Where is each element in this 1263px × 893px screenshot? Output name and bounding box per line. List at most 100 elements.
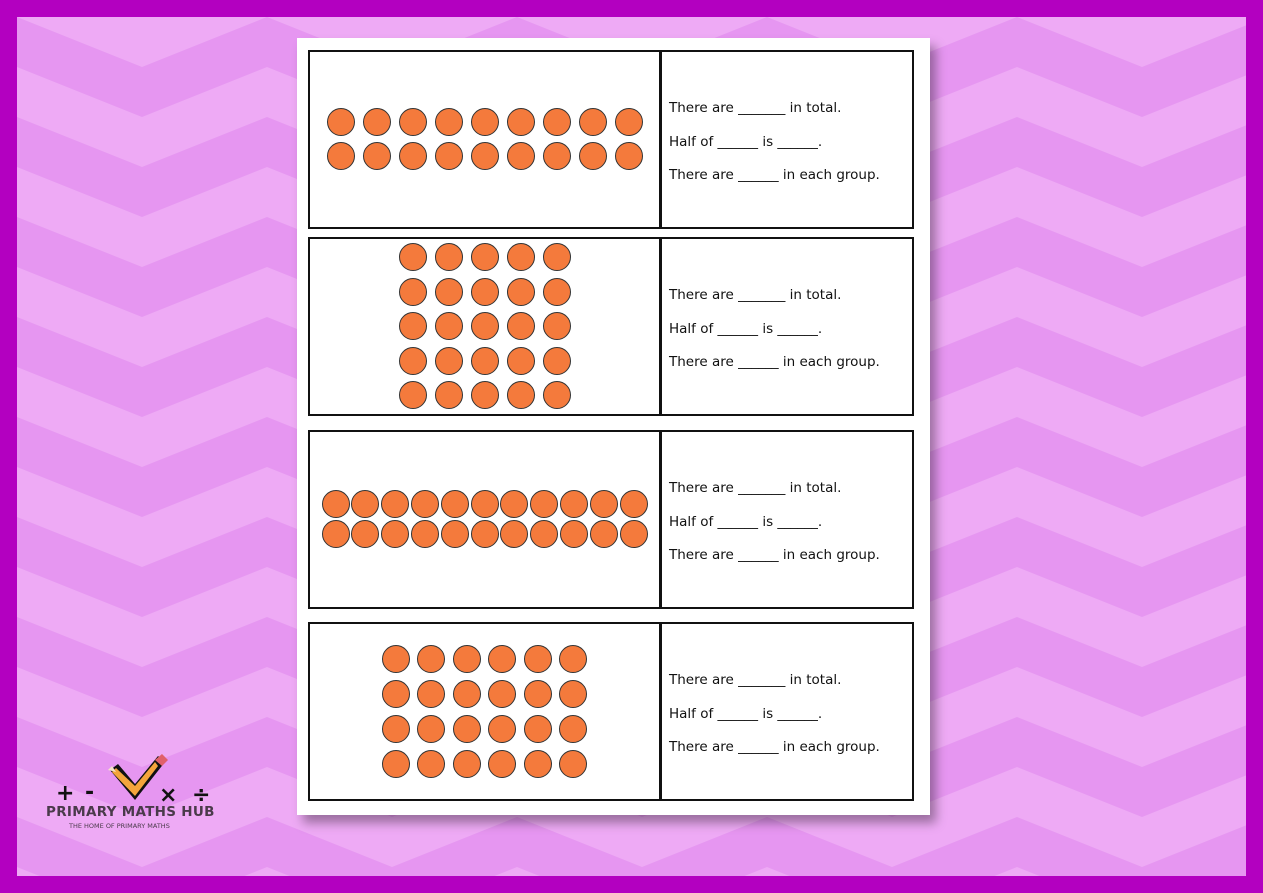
counter-circle: [470, 142, 499, 170]
counter-circle: [506, 277, 535, 306]
counter-circle: [434, 243, 463, 271]
question-half: Half of ______ is ______.: [669, 320, 823, 337]
counter-circle: [381, 679, 410, 708]
counter-circle: [559, 714, 588, 743]
counter-circle: [470, 243, 499, 271]
counter-circle: [619, 490, 648, 518]
counter-circle: [470, 490, 499, 518]
counter-circle: [523, 679, 552, 708]
counter-circle: [452, 749, 481, 778]
counter-circle: [434, 142, 463, 170]
question-total: There are _______ in total.: [669, 100, 842, 116]
counter-circle: [523, 714, 552, 743]
counter-circle: [440, 490, 469, 518]
counter-circle: [578, 142, 607, 170]
counter-circle: [452, 644, 481, 673]
svg-text:÷: ÷: [192, 783, 210, 804]
counter-circle: [417, 679, 446, 708]
question-total: There are _______ in total.: [669, 672, 842, 688]
counter-circle: [381, 714, 410, 743]
svg-text:×: ×: [159, 783, 177, 804]
question-half: Half of ______ is ______.: [669, 133, 823, 150]
counter-circle: [506, 381, 535, 409]
counter-circle: [559, 679, 588, 708]
card-1: There are _______ in total. Half of ____…: [308, 50, 914, 229]
counters: [310, 624, 659, 799]
counter-circle: [506, 312, 535, 340]
counter-circle: [542, 346, 571, 375]
counter-circle: [398, 381, 427, 409]
counter-circle: [410, 490, 439, 518]
counter-circle: [410, 520, 439, 548]
worksheet: There are _______ in total. Half of ____…: [297, 38, 930, 815]
question-group: There are ______ in each group.: [669, 739, 880, 755]
counter-circle: [470, 277, 499, 306]
question-group: There are ______ in each group.: [669, 354, 880, 370]
counter-circle: [500, 520, 529, 548]
counter-circle: [488, 714, 517, 743]
counter-circle: [523, 644, 552, 673]
counter-circle: [614, 142, 643, 170]
counter-circle: [506, 346, 535, 375]
card-4: There are _______ in total. Half of ____…: [308, 622, 914, 801]
counter-circle: [398, 312, 427, 340]
counter-circle: [506, 142, 535, 170]
counter-circle: [452, 679, 481, 708]
counter-circle: [321, 520, 350, 548]
counter-circle: [417, 749, 446, 778]
counter-circle: [542, 142, 571, 170]
counter-circle: [542, 243, 571, 271]
counter-circle: [589, 490, 618, 518]
counter-circle: [530, 520, 559, 548]
counter-circle: [542, 277, 571, 306]
counter-circle: [619, 520, 648, 548]
svg-text:+: +: [56, 781, 74, 804]
counter-circle: [470, 346, 499, 375]
logo-subtitle: THE HOME OF PRIMARY MATHS: [69, 822, 170, 830]
divider: [659, 432, 662, 607]
counter-circle: [381, 749, 410, 778]
counter-circle: [321, 490, 350, 518]
question-total: There are _______ in total.: [669, 480, 842, 496]
logo-title: PRIMARY MATHS HUB: [46, 804, 215, 820]
divider: [659, 52, 662, 227]
counter-circle: [559, 490, 588, 518]
counter-circle: [381, 520, 410, 548]
counter-circle: [559, 749, 588, 778]
counter-circle: [434, 312, 463, 340]
counter-circle: [470, 312, 499, 340]
counter-circle: [542, 381, 571, 409]
counter-circle: [500, 490, 529, 518]
counter-circle: [398, 108, 427, 136]
counter-circle: [434, 108, 463, 136]
counter-circle: [398, 346, 427, 375]
counter-circle: [506, 108, 535, 136]
counter-circle: [559, 644, 588, 673]
questions: There are _______ in total. Half of ____…: [669, 480, 880, 581]
question-total: There are _______ in total.: [669, 287, 842, 303]
svg-text:-: -: [85, 780, 94, 804]
counter-circle: [542, 108, 571, 136]
counter-circle: [434, 346, 463, 375]
counter-circle: [488, 644, 517, 673]
logo-icon: + - × ÷: [56, 754, 210, 804]
counter-circle: [362, 108, 391, 136]
primary-maths-hub-logo: + - × ÷ PRIMARY MATHS HUB THE HOME OF PR…: [40, 752, 230, 832]
counter-circle: [351, 520, 380, 548]
counter-circle: [589, 520, 618, 548]
counter-circle: [470, 520, 499, 548]
counter-circle: [381, 644, 410, 673]
counter-circle: [440, 520, 469, 548]
counter-circle: [488, 679, 517, 708]
counter-circle: [362, 142, 391, 170]
card-2: There are _______ in total. Half of ____…: [308, 237, 914, 416]
counter-circle: [488, 749, 517, 778]
counter-circle: [470, 108, 499, 136]
counter-circle: [398, 243, 427, 271]
questions: There are _______ in total. Half of ____…: [669, 100, 880, 201]
questions: There are _______ in total. Half of ____…: [669, 672, 880, 773]
counter-circle: [434, 381, 463, 409]
counter-circle: [470, 381, 499, 409]
counter-circle: [578, 108, 607, 136]
question-half: Half of ______ is ______.: [669, 705, 823, 722]
